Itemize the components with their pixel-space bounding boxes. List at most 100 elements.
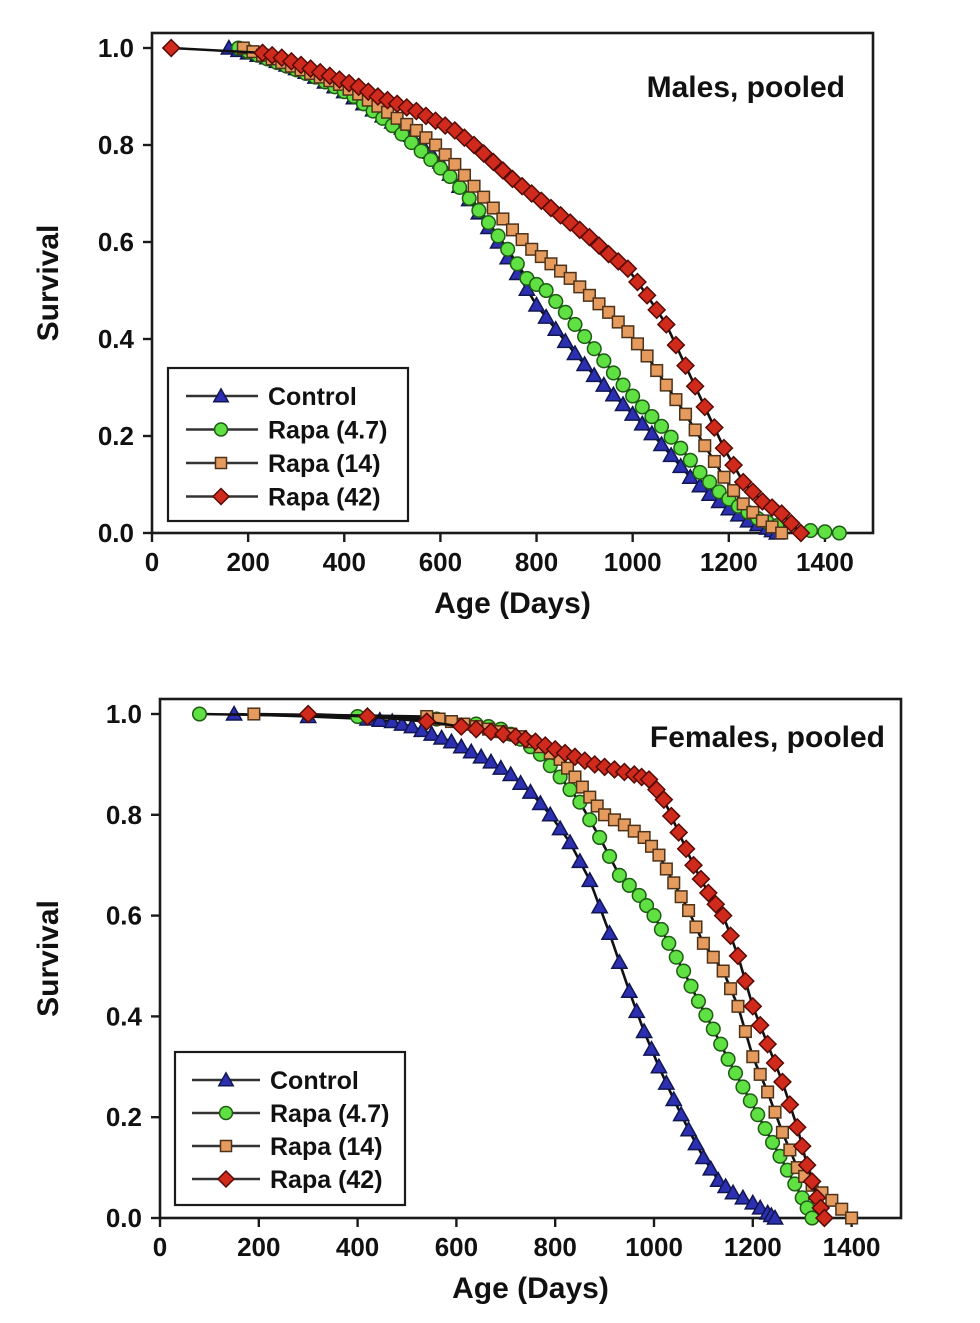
- series-marker-diamond: [654, 790, 674, 810]
- series-marker-square: [768, 1105, 782, 1119]
- series-marker-square: [650, 363, 664, 378]
- series-marker-triangle: [472, 747, 490, 764]
- series-marker-triangle: [672, 1105, 691, 1122]
- series-marker-triangle: [600, 924, 619, 940]
- series-marker-circle: [663, 429, 679, 445]
- series-marker-circle: [548, 293, 564, 309]
- series-marker-triangle: [370, 711, 389, 728]
- series-marker-triangle: [442, 732, 461, 749]
- series-marker-square: [602, 305, 616, 319]
- series-marker-diamond: [358, 82, 378, 102]
- series-marker-circle: [750, 1107, 766, 1123]
- series-marker-triangle: [462, 742, 481, 759]
- series-marker-diamond: [368, 87, 388, 106]
- series-marker-diamond: [743, 996, 763, 1016]
- y-tick-label: 0.4: [98, 324, 135, 354]
- series-marker-square: [467, 179, 481, 193]
- y-axis: 0.0 0.2 0.4 0.6 0.8 1.0: [106, 699, 160, 1233]
- series-marker-square: [674, 890, 688, 904]
- series-marker-diamond: [637, 285, 657, 305]
- series-marker-triangle: [527, 296, 546, 312]
- series-marker-triangle: [594, 376, 613, 392]
- series-marker-square: [630, 337, 645, 351]
- series-marker-circle: [757, 1120, 773, 1137]
- series-marker-circle: [509, 256, 525, 272]
- series-marker-square: [696, 936, 710, 950]
- legend-marker-square: [219, 1139, 233, 1153]
- plot-frame: [150, 31, 875, 535]
- series-marker-triangle: [716, 1177, 735, 1194]
- series-marker-circle: [611, 867, 627, 883]
- series-marker-square: [689, 920, 703, 934]
- series-marker-diamond: [676, 356, 696, 376]
- series-marker-diamond: [474, 144, 494, 163]
- series-marker-diamond: [483, 152, 503, 172]
- series-marker-triangle: [635, 1022, 654, 1039]
- series-marker-square: [457, 168, 471, 182]
- series-marker-square: [575, 780, 589, 794]
- series-marker-square: [761, 1085, 775, 1099]
- series-marker-triangle: [657, 1074, 676, 1090]
- series-marker-circle: [567, 316, 583, 333]
- x-tick-label: 200: [226, 547, 269, 577]
- series-marker-circle: [727, 1065, 744, 1081]
- x-tick-label: 800: [515, 547, 558, 577]
- x-tick-label: 1000: [604, 547, 662, 577]
- series-marker-square: [746, 505, 760, 519]
- series-marker-circle: [490, 228, 506, 244]
- legend-marker-square: [214, 456, 228, 470]
- y-axis-title: Survival: [32, 900, 65, 1017]
- series-marker-triangle: [566, 344, 584, 361]
- series-marker-square: [505, 223, 520, 237]
- series-marker-triangle: [531, 794, 550, 811]
- series-marker-circle: [621, 877, 637, 893]
- x-tick-label: 600: [419, 547, 462, 577]
- series-marker-diamond: [161, 38, 181, 58]
- series-marker-triangle: [541, 805, 560, 822]
- series-marker-square: [561, 761, 575, 775]
- series-marker-triangle: [511, 774, 530, 791]
- legend-marker-circle: [218, 1105, 234, 1121]
- series-marker-triangle: [452, 737, 471, 754]
- series-marker-triangle: [537, 308, 556, 324]
- x-tick-label: 400: [323, 547, 366, 577]
- series-marker-circle: [557, 304, 573, 320]
- series-marker-circle: [702, 474, 718, 490]
- x-tick-label: 0: [145, 547, 159, 577]
- series-marker-diamond: [516, 729, 536, 749]
- series-marker-circle: [690, 993, 707, 1009]
- series-marker-square: [724, 982, 738, 996]
- series-rapa-42-: [298, 704, 834, 1228]
- series-marker-circle: [615, 377, 631, 393]
- series-marker-diamond: [666, 335, 686, 355]
- legend-marker-circle: [213, 422, 229, 437]
- series-marker-diamond: [464, 135, 484, 155]
- series-marker-circle: [644, 409, 660, 425]
- series-marker-circle: [682, 452, 698, 468]
- series-marker-triangle: [556, 332, 575, 349]
- series-marker-square: [568, 770, 582, 784]
- legend-marker-triangle: [212, 387, 230, 403]
- series-marker-square: [825, 1193, 839, 1207]
- series-marker-diamond: [451, 717, 471, 737]
- series-marker-diamond: [298, 704, 318, 724]
- series-marker-circle: [668, 949, 684, 965]
- series-marker-diamond: [802, 1171, 822, 1191]
- series-marker-circle: [735, 1079, 751, 1095]
- series-marker-diamond: [656, 314, 676, 334]
- x-tick-label: 1200: [700, 547, 758, 577]
- series-marker-square: [429, 138, 443, 152]
- series-marker-triangle: [734, 1188, 752, 1205]
- series-marker-diamond: [669, 822, 689, 842]
- series-marker-diamond: [585, 754, 605, 774]
- series-marker-circle: [676, 963, 692, 979]
- x-tick-label: 0: [153, 1232, 167, 1262]
- x-tick-label: 400: [336, 1232, 379, 1262]
- y-tick-label: 0.6: [106, 901, 142, 931]
- x-tick-label: 800: [534, 1232, 577, 1262]
- legend-label: Control: [270, 1067, 359, 1095]
- chart-background: [0, 0, 980, 660]
- series-marker-diamond: [466, 719, 486, 739]
- x-tick-label: 200: [237, 1232, 280, 1262]
- series-marker-diamond: [765, 1053, 785, 1073]
